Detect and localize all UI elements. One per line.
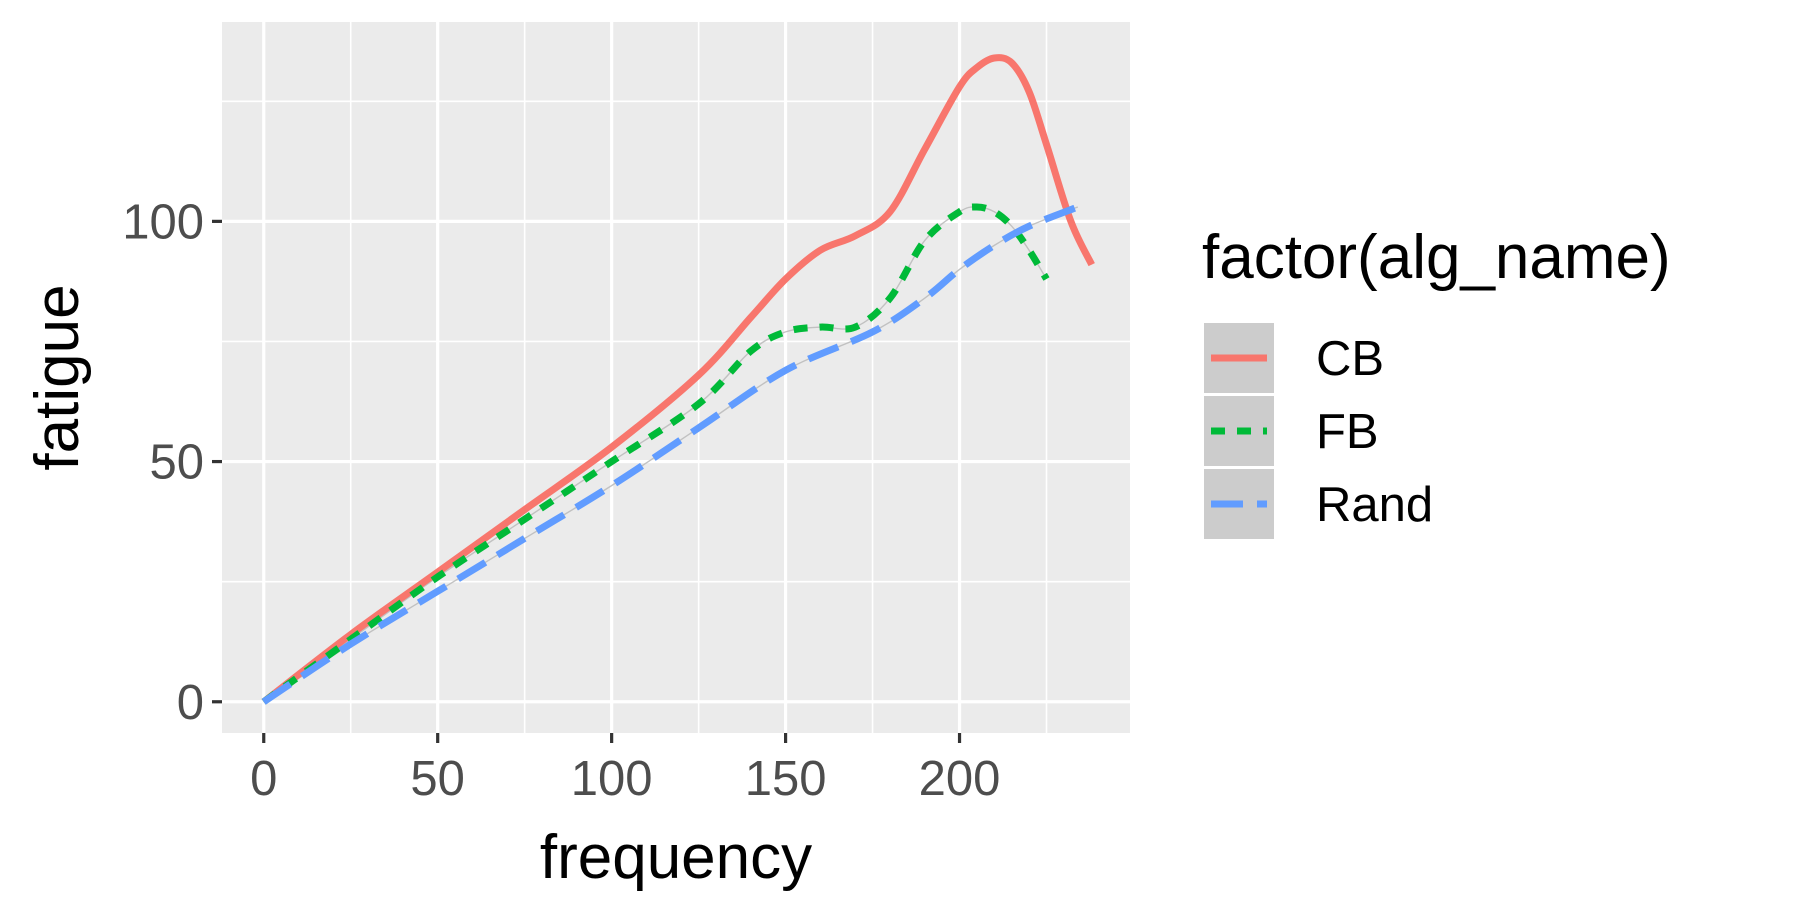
y-tick-label: 0 <box>177 676 204 730</box>
major-gridlines <box>222 22 1130 733</box>
legend-title: factor(alg_name) <box>1202 223 1671 292</box>
x-tick-label: 50 <box>410 752 465 806</box>
legend-label: FB <box>1316 405 1379 459</box>
legend-label: Rand <box>1316 478 1433 532</box>
legend-label: CB <box>1316 332 1384 386</box>
x-tick-label: 150 <box>745 752 827 806</box>
legend-item-rand: Rand <box>1204 469 1433 539</box>
y-axis-title: fatigue <box>23 284 92 470</box>
series-line-rand <box>261 203 1080 705</box>
x-tick-label: 0 <box>250 752 277 806</box>
x-axis-title: frequency <box>540 823 812 892</box>
x-tick-label: 100 <box>571 752 653 806</box>
series-lines <box>261 54 1095 705</box>
x-axis: 0 50 100 150 200 <box>250 733 1000 806</box>
x-tick-label: 200 <box>919 752 1001 806</box>
y-tick-label: 100 <box>122 195 204 249</box>
y-tick-label: 50 <box>149 436 204 490</box>
y-axis: 0 50 100 <box>122 195 222 730</box>
legend: factor(alg_name) CB FB Rand <box>1202 223 1671 539</box>
series-line-cb <box>261 54 1095 705</box>
confidence-band-fb <box>263 206 1048 703</box>
legend-item-cb: CB <box>1204 323 1384 393</box>
legend-item-fb: FB <box>1204 396 1379 466</box>
